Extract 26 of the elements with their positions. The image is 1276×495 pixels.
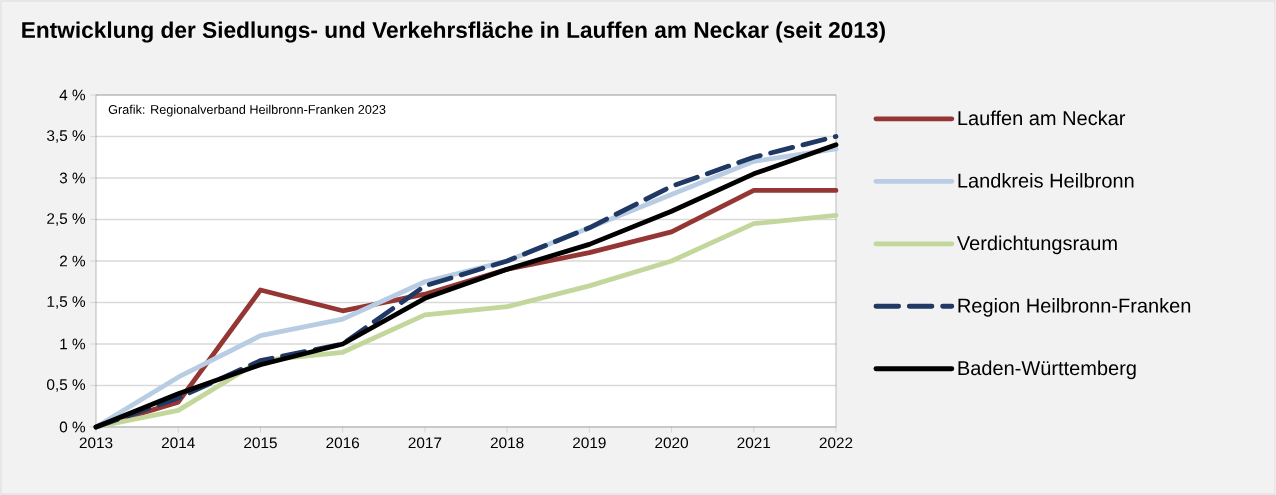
y-tick-label: 3,5 %	[47, 130, 86, 143]
y-tick-label: 3 %	[59, 172, 86, 184]
x-tick-label: 2017	[408, 437, 442, 449]
y-tick-label: 0,5 %	[47, 379, 86, 392]
x-tick-label: 2014	[161, 437, 195, 449]
x-tick-label: 2022	[819, 437, 853, 449]
y-tick-label: 1 %	[60, 338, 86, 350]
y-tick-label: 1,5 %	[47, 296, 86, 309]
x-tick-label: 2019	[573, 437, 606, 449]
x-tick-label: 2018	[490, 437, 524, 449]
annotation: Grafik: Regionalverband Heilbronn-Franken 2023	[108, 104, 386, 117]
y-tick-label: 4 %	[59, 89, 86, 101]
y-tick-label: 2,5 %	[47, 213, 86, 226]
x-tick-label: 2016	[326, 437, 360, 449]
legend-label: Lauffen am Neckar	[958, 110, 1126, 126]
y-tick-label: 2 %	[59, 255, 86, 267]
y-tick-label: 0 %	[59, 421, 86, 433]
x-tick-label: 2020	[655, 437, 688, 449]
legend-label: Landkreis Heilbronn	[958, 173, 1134, 188]
legend-label: Baden-Württemberg	[958, 360, 1136, 380]
x-tick-label: 2015	[244, 437, 277, 449]
chart-title: Entwicklung der Siedlungs- und Verkehrsfläche in Lauffen am Neckar (seit 2013)	[22, 21, 885, 43]
legend-label: Region Heilbronn-Franken	[958, 298, 1191, 317]
x-tick-label: 2021	[737, 437, 771, 449]
legend-label: Verdichtungsraum	[956, 235, 1117, 255]
x-tick-label: 2013	[79, 437, 113, 449]
